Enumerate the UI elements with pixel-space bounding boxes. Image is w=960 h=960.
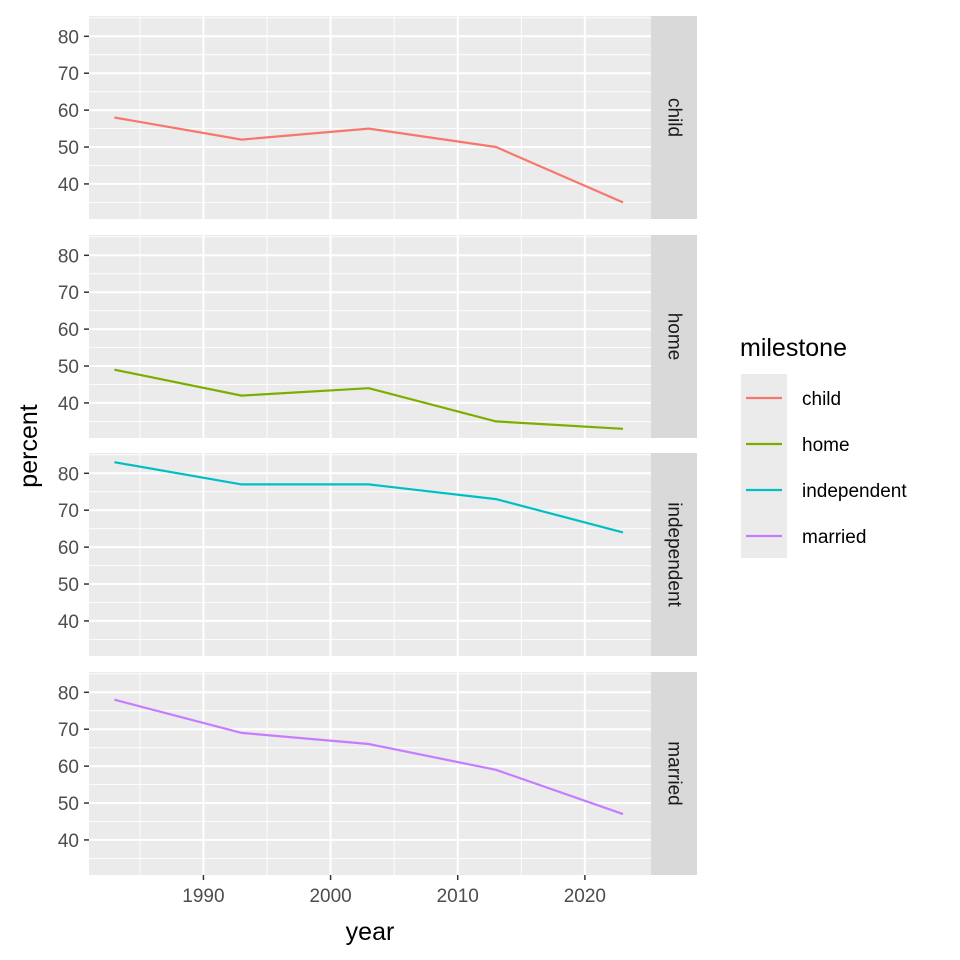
facet-panel-home: 40 50 60 70 80 home <box>58 235 697 438</box>
y-tick-label: 50 <box>58 794 79 815</box>
series-line-independent <box>114 461 624 534</box>
y-tick-label: 40 <box>58 612 79 633</box>
y-tick-label: 70 <box>58 720 79 741</box>
legend-key-background <box>741 374 787 558</box>
facet-strip-label: married <box>664 741 685 805</box>
legend: milestone child home independent married <box>740 334 907 558</box>
panel-background <box>89 16 651 219</box>
facet-panels: 40 50 60 70 80 child 40 50 60 70 80 home 40 50 60 70 80 i… <box>58 16 697 875</box>
series-line-married <box>114 698 624 816</box>
y-tick-label: 60 <box>58 757 79 778</box>
x-axis-title: year <box>346 918 395 946</box>
legend-label-independent: independent <box>802 481 907 502</box>
y-tick-label: 70 <box>58 64 79 85</box>
y-tick-label: 50 <box>58 138 79 159</box>
y-tick-label: 80 <box>58 464 79 485</box>
panel-background <box>89 453 651 656</box>
facet-strip-label: child <box>664 98 685 137</box>
series-line-child <box>114 116 624 204</box>
facet-strip <box>651 235 697 438</box>
legend-items: child home independent married <box>746 389 907 548</box>
legend-label-married: married <box>802 527 866 548</box>
facet-panel-child: 40 50 60 70 80 child <box>58 16 697 219</box>
y-tick-label: 40 <box>58 831 79 852</box>
facet-strip-label: home <box>664 313 685 361</box>
y-tick-label: 70 <box>58 501 79 522</box>
x-tick-label: 2020 <box>564 886 606 907</box>
legend-title: milestone <box>740 334 847 362</box>
facet-panel-married: 40 50 60 70 80 married <box>58 672 697 875</box>
x-tick-label: 2000 <box>309 886 351 907</box>
y-tick-label: 80 <box>58 683 79 704</box>
panel-background <box>89 672 651 875</box>
facet-strip-label: independent <box>664 502 685 607</box>
series-line-home <box>114 368 624 430</box>
y-tick-label: 60 <box>58 320 79 341</box>
legend-label-home: home <box>802 435 850 456</box>
y-tick-label: 70 <box>58 283 79 304</box>
y-tick-label: 50 <box>58 575 79 596</box>
y-tick-label: 80 <box>58 27 79 48</box>
y-tick-label: 60 <box>58 101 79 122</box>
y-tick-label: 50 <box>58 357 79 378</box>
y-axis-title: percent <box>15 404 43 487</box>
x-tick-label: 2010 <box>437 886 479 907</box>
facet-strip <box>651 672 697 875</box>
legend-label-child: child <box>802 389 841 410</box>
y-tick-label: 60 <box>58 538 79 559</box>
x-axis: 1990 2000 2010 2020 <box>182 875 606 907</box>
y-tick-label: 80 <box>58 246 79 267</box>
x-tick-label: 1990 <box>182 886 224 907</box>
facet-strip <box>651 453 697 656</box>
panel-background <box>89 235 651 438</box>
facet-strip <box>651 16 697 219</box>
y-tick-label: 40 <box>58 175 79 196</box>
facet-panel-independent: 40 50 60 70 80 independent <box>58 453 697 656</box>
y-tick-label: 40 <box>58 394 79 415</box>
